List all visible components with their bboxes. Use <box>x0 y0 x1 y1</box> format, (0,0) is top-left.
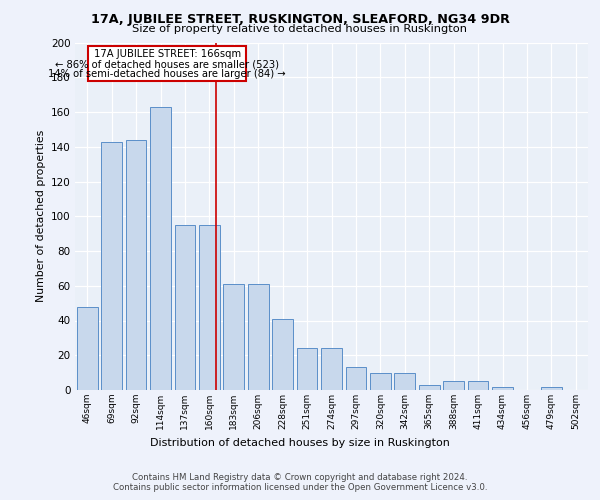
Bar <box>346 368 367 390</box>
Bar <box>272 319 293 390</box>
Text: 14% of semi-detached houses are larger (84) →: 14% of semi-detached houses are larger (… <box>49 69 286 79</box>
Text: Size of property relative to detached houses in Ruskington: Size of property relative to detached ho… <box>133 24 467 34</box>
Bar <box>101 142 122 390</box>
Text: Contains HM Land Registry data © Crown copyright and database right 2024.: Contains HM Land Registry data © Crown c… <box>132 472 468 482</box>
Text: Distribution of detached houses by size in Ruskington: Distribution of detached houses by size … <box>150 438 450 448</box>
Bar <box>296 348 317 390</box>
Bar <box>77 306 98 390</box>
Bar <box>248 284 269 390</box>
Text: 17A, JUBILEE STREET, RUSKINGTON, SLEAFORD, NG34 9DR: 17A, JUBILEE STREET, RUSKINGTON, SLEAFOR… <box>91 12 509 26</box>
Bar <box>150 107 171 390</box>
Bar <box>492 386 513 390</box>
Bar <box>175 225 196 390</box>
Bar <box>370 372 391 390</box>
Bar <box>321 348 342 390</box>
Bar <box>419 385 440 390</box>
Bar <box>223 284 244 390</box>
Bar <box>541 386 562 390</box>
Bar <box>199 225 220 390</box>
Y-axis label: Number of detached properties: Number of detached properties <box>35 130 46 302</box>
Text: Contains public sector information licensed under the Open Government Licence v3: Contains public sector information licen… <box>113 484 487 492</box>
FancyBboxPatch shape <box>88 46 246 80</box>
Text: 17A JUBILEE STREET: 166sqm: 17A JUBILEE STREET: 166sqm <box>94 49 241 59</box>
Bar <box>394 372 415 390</box>
Bar <box>443 382 464 390</box>
Bar <box>467 382 488 390</box>
Text: ← 86% of detached houses are smaller (523): ← 86% of detached houses are smaller (52… <box>55 59 279 69</box>
Bar <box>125 140 146 390</box>
